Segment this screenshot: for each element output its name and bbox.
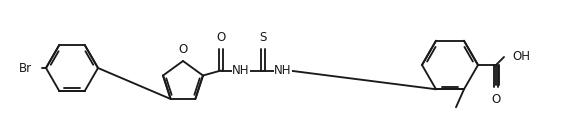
Text: S: S xyxy=(259,30,267,44)
Text: NH: NH xyxy=(232,64,250,77)
Text: NH: NH xyxy=(274,64,291,77)
Text: OH: OH xyxy=(512,50,530,64)
Text: Br: Br xyxy=(19,61,32,75)
Text: O: O xyxy=(216,30,226,44)
Text: O: O xyxy=(491,93,500,106)
Text: O: O xyxy=(178,43,187,56)
